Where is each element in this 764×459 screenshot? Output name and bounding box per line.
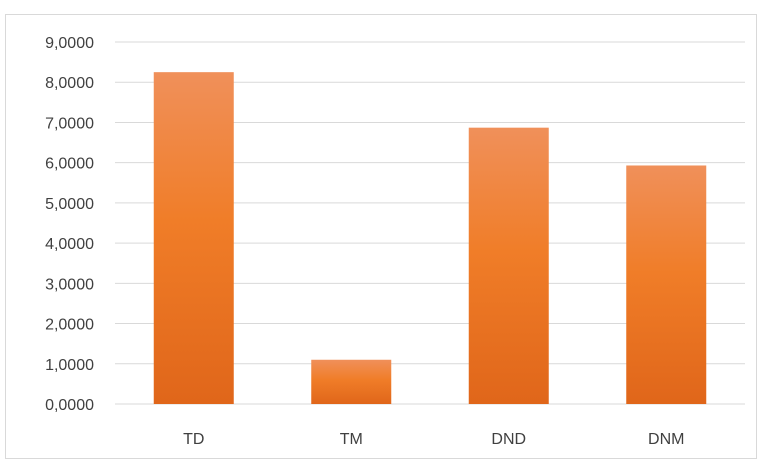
y-tick-label: 5,0000 (45, 196, 94, 213)
x-category-label: TM (340, 431, 363, 448)
y-tick-label: 6,0000 (45, 156, 94, 173)
y-tick-label: 7,0000 (45, 115, 94, 132)
y-tick-label: 2,0000 (45, 317, 94, 334)
x-axis-category-labels: TD TM DND DNM (183, 431, 684, 448)
x-category-label: DND (491, 431, 526, 448)
y-tick-label: 3,0000 (45, 276, 94, 293)
bar-dnm (626, 165, 707, 404)
y-tick-label: 4,0000 (45, 236, 94, 253)
y-tick-label: 9,0000 (45, 35, 94, 52)
bars (153, 72, 707, 405)
bar-dnd (468, 127, 549, 404)
x-category-label: TD (183, 431, 204, 448)
x-category-label: DNM (648, 431, 684, 448)
y-tick-label: 8,0000 (45, 75, 94, 92)
bar-td (153, 72, 234, 405)
y-axis-tick-labels: 0,0000 1,0000 2,0000 3,0000 4,0000 5,0000 6,00… (45, 35, 94, 414)
y-tick-label: 0,0000 (45, 397, 94, 414)
y-tick-label: 1,0000 (45, 357, 94, 374)
bar-tm (311, 359, 392, 404)
